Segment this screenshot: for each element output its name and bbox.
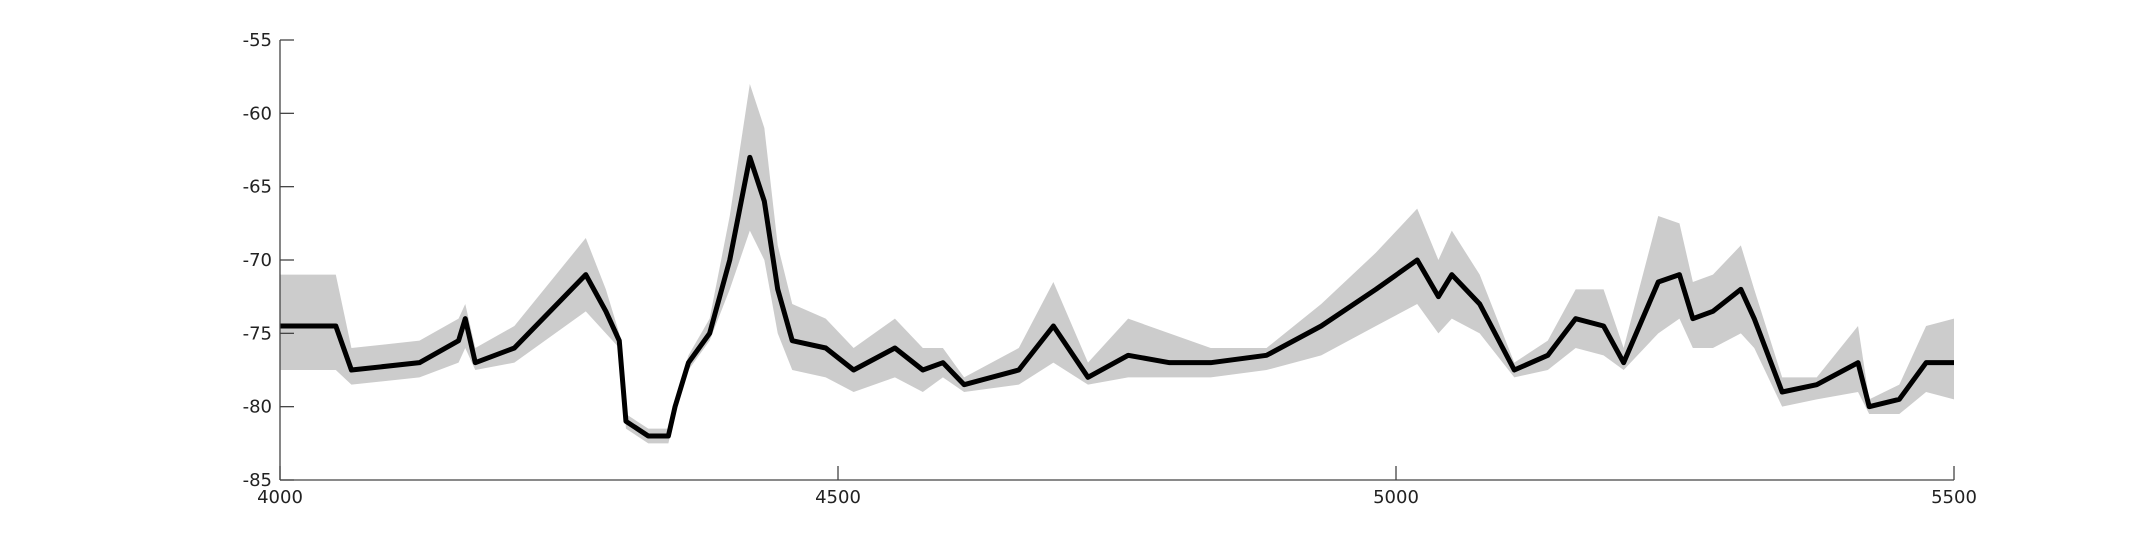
x-tick-label: 4500 bbox=[815, 487, 861, 508]
x-tick-label: 4000 bbox=[257, 487, 303, 508]
y-tick-label: -60 bbox=[243, 103, 272, 124]
y-tick-label: -55 bbox=[243, 30, 272, 51]
x-tick-label: 5500 bbox=[1931, 487, 1977, 508]
y-tick-label: -85 bbox=[243, 470, 272, 491]
y-tick-label: -80 bbox=[243, 397, 272, 418]
line bbox=[280, 154, 1954, 439]
x-tick-label: 5000 bbox=[1373, 487, 1419, 508]
y-tick-label: -70 bbox=[243, 250, 272, 271]
y-tick-label: -65 bbox=[243, 177, 272, 198]
y-tick-label: -75 bbox=[243, 323, 272, 344]
band bbox=[280, 84, 1954, 444]
